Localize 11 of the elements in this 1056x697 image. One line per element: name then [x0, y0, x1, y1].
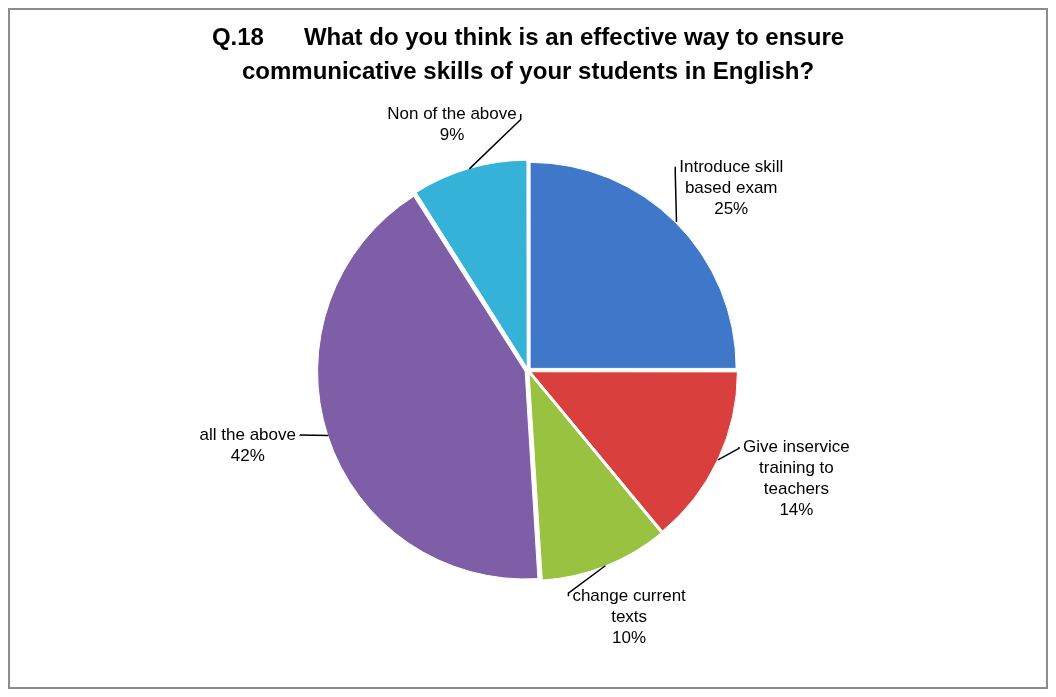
slice-label: Give inservice training to teachers: [743, 436, 850, 498]
data-label: 10%: [612, 627, 647, 647]
slice-label: change current texts: [572, 585, 687, 626]
data-label: 42%: [230, 445, 265, 465]
chart-title: Q.18 What do you think is an effective way to ensure communicative skills of your students in English?: [210, 22, 846, 86]
data-label: 14%: [779, 499, 814, 519]
slice-label: all the above: [199, 424, 296, 444]
slice-label: Introduce skill based exam: [679, 156, 784, 197]
slice-label: Non of the above: [387, 103, 517, 123]
data-label: 9%: [439, 124, 465, 144]
data-label: 25%: [714, 198, 749, 218]
